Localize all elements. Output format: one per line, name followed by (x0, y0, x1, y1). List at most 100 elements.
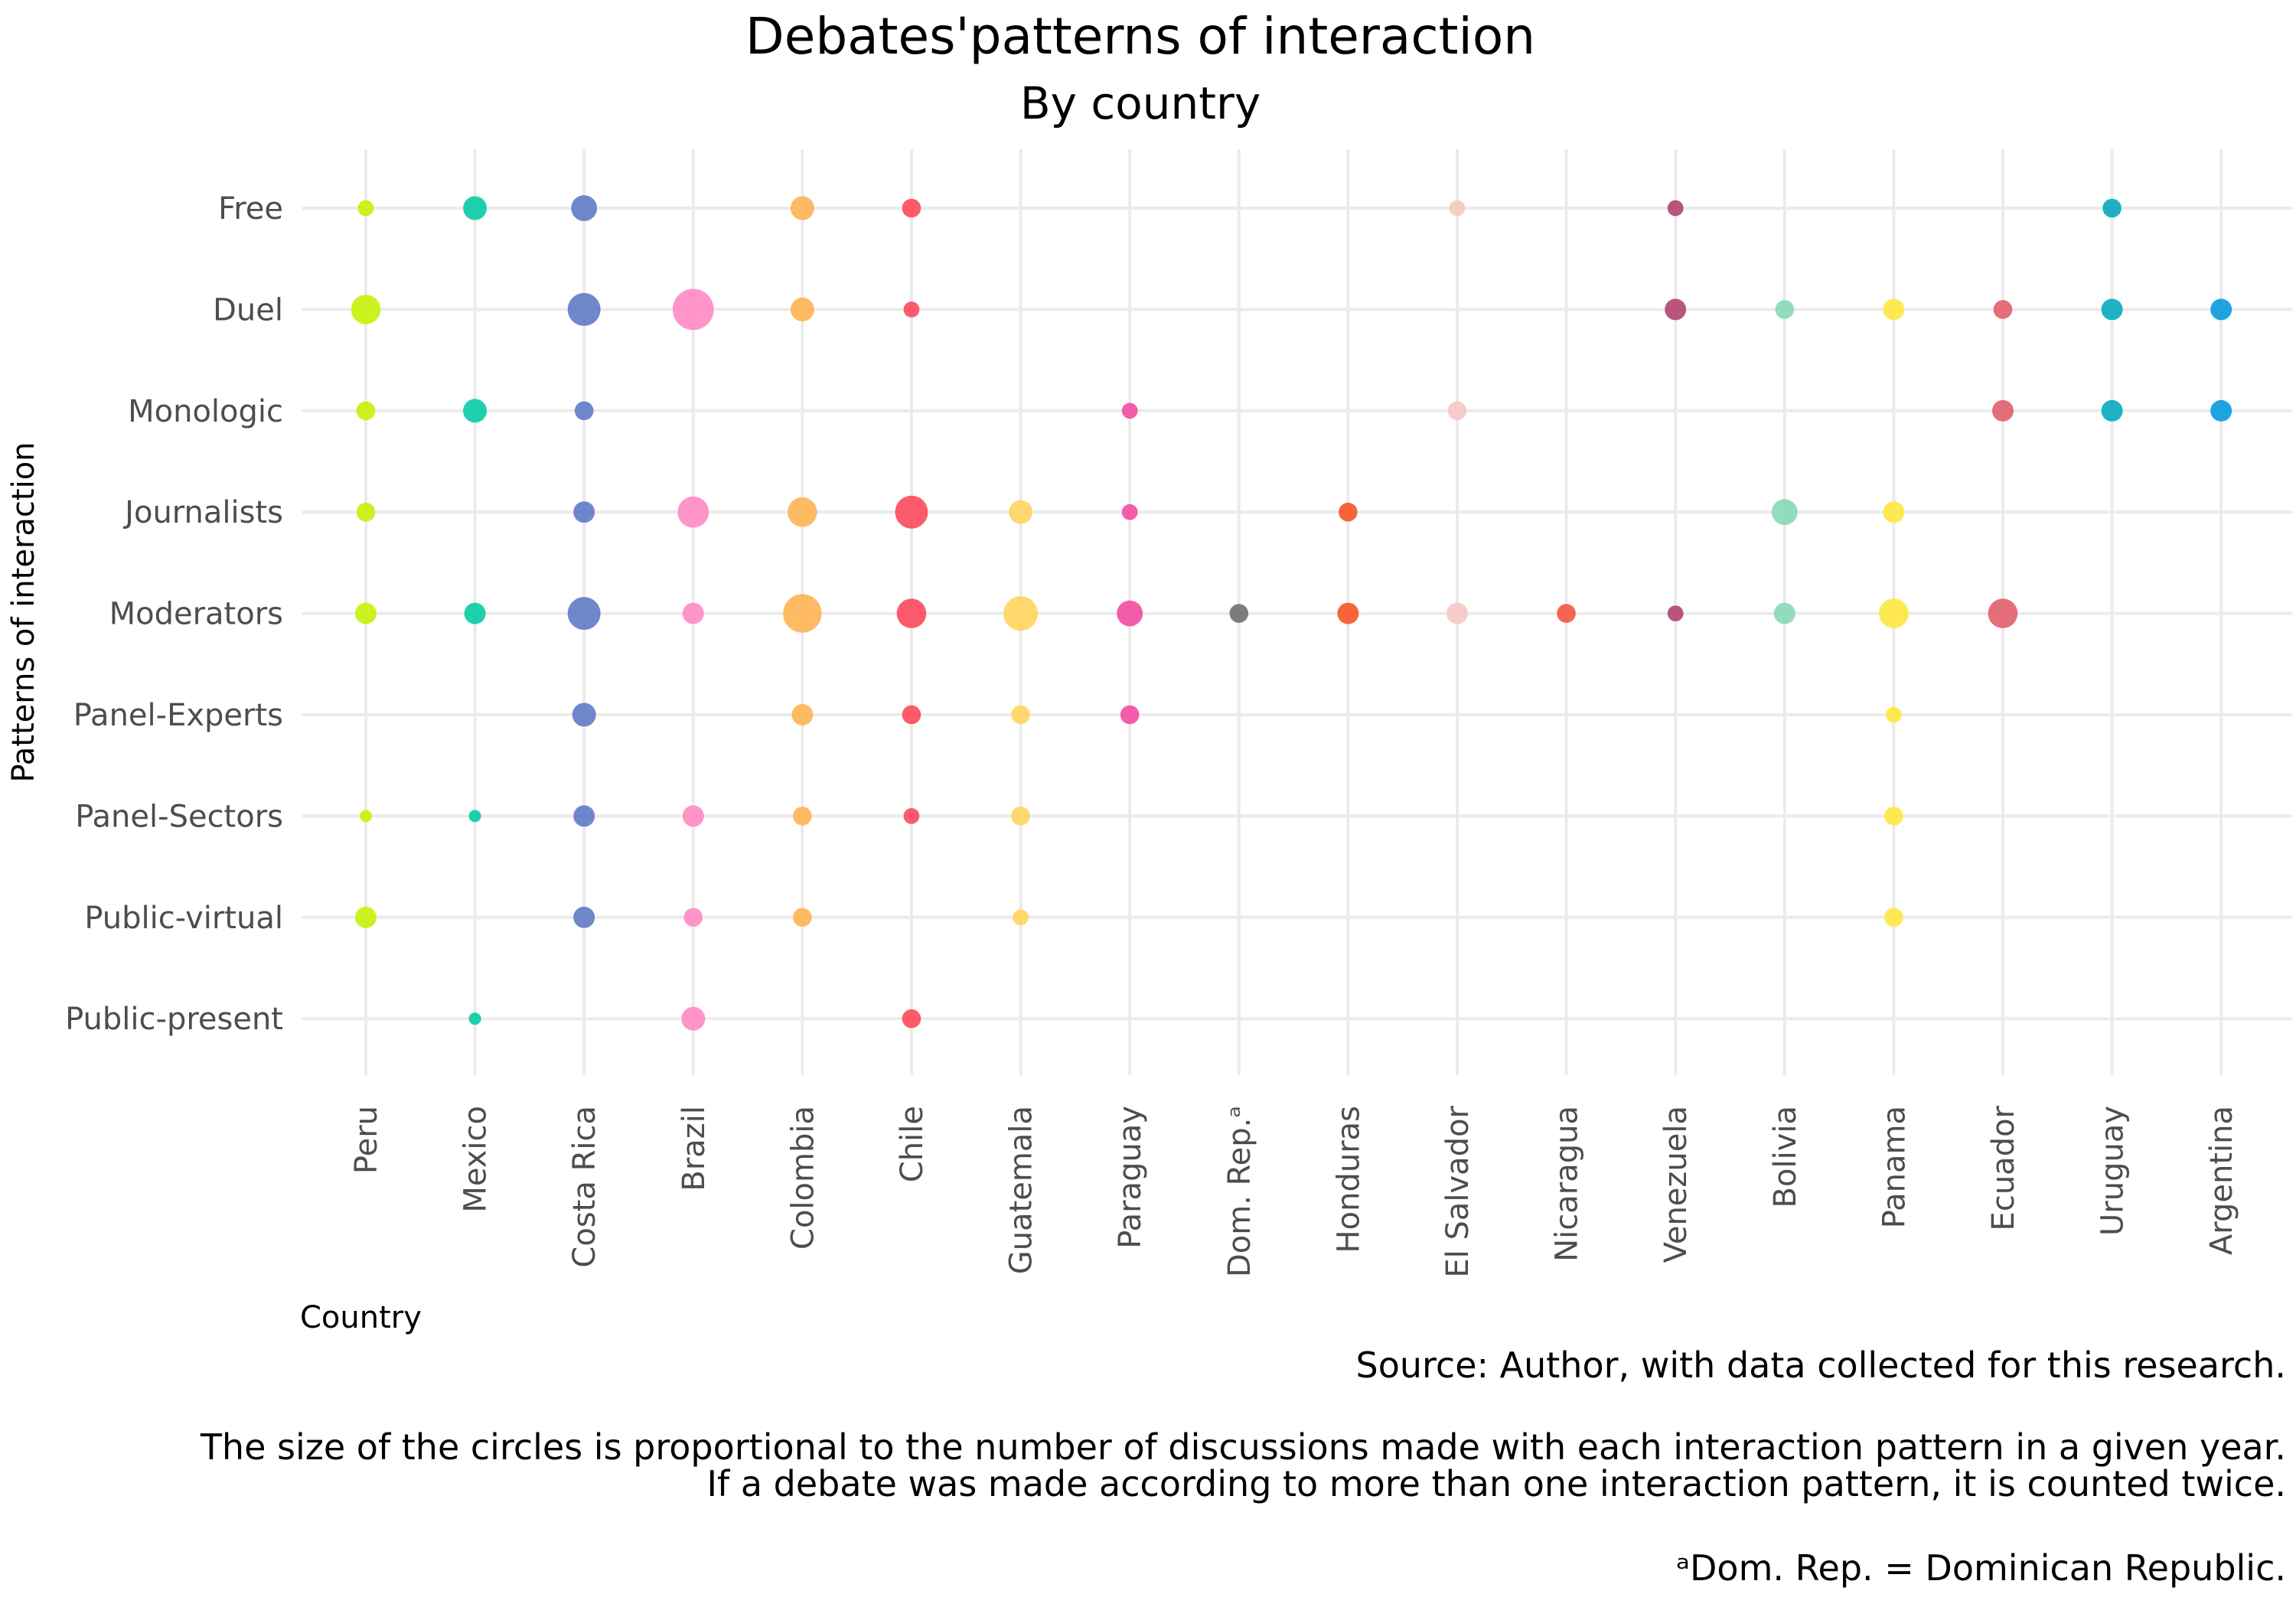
data-point (1449, 200, 1466, 217)
y-tick-labels: Free Duel Monologic Journalists Moderators Pa… (65, 191, 283, 1037)
data-point (1013, 909, 1029, 926)
x-tick-label: Dom. Rep.ᵃ (1222, 1106, 1257, 1277)
data-point (1884, 807, 1903, 826)
data-point (793, 908, 812, 927)
data-point (567, 292, 601, 326)
x-axis-title: Country (300, 1300, 422, 1335)
data-point (468, 1012, 481, 1025)
caption-line: Source: Author, with data collected for … (1356, 1345, 2286, 1386)
data-point (788, 497, 817, 527)
data-point (356, 401, 376, 421)
data-point (355, 906, 377, 928)
x-tick-label: Peru (349, 1106, 384, 1174)
data-point (903, 302, 920, 318)
x-tick-label: Paraguay (1113, 1106, 1148, 1249)
data-point (790, 297, 814, 321)
data-point (1771, 499, 1798, 526)
data-point (681, 1006, 706, 1031)
chart-subtitle: By country (1020, 77, 1261, 129)
x-tick-label: El Salvador (1440, 1105, 1476, 1277)
data-point (2210, 298, 2232, 321)
data-point (1229, 604, 1249, 623)
data-point (1011, 807, 1030, 826)
data-point (1337, 602, 1359, 624)
x-tick-labels: Peru Mexico Costa Rica Brazil Colombia Chile G… (349, 1105, 2239, 1277)
data-point (793, 807, 812, 826)
data-point (463, 399, 488, 423)
data-point (677, 496, 709, 528)
data-point (567, 597, 601, 631)
data-point (468, 810, 481, 823)
data-point (1446, 602, 1468, 624)
data-point (573, 805, 595, 827)
data-point (2101, 399, 2123, 422)
x-tick-label: Guatemala (1004, 1106, 1039, 1274)
data-point (574, 401, 594, 421)
data-point (1883, 298, 1905, 321)
caption: Source: Author, with data collected for … (200, 1345, 2286, 1589)
data-point (1011, 705, 1030, 725)
data-point (1339, 502, 1358, 522)
data-point (1447, 401, 1467, 421)
x-tick-label: Bolivia (1768, 1106, 1803, 1208)
x-tick-label: Panama (1877, 1106, 1912, 1228)
x-tick-label: Mexico (458, 1106, 494, 1213)
data-point (1665, 298, 1687, 321)
chart-title: Debates'patterns of interaction (745, 7, 1535, 66)
data-point (1003, 596, 1039, 631)
data-point (1883, 501, 1905, 523)
data-point (357, 200, 374, 217)
data-point (682, 805, 704, 827)
caption-line: If a debate was made according to more t… (706, 1463, 2286, 1504)
data-point (360, 810, 372, 823)
x-tick-label: Colombia (785, 1106, 820, 1250)
x-tick-label: Venezuela (1658, 1106, 1694, 1263)
data-point (902, 198, 921, 218)
data-point (2102, 198, 2122, 218)
x-tick-label: Chile (895, 1106, 930, 1182)
data-point (1009, 500, 1033, 524)
data-point (1120, 705, 1140, 725)
data-points (351, 195, 2232, 1031)
data-point (1988, 598, 2018, 628)
data-point (351, 295, 381, 324)
data-point (1775, 300, 1795, 319)
data-point (573, 501, 595, 523)
y-tick-label: Monologic (128, 394, 283, 429)
data-point (790, 196, 814, 220)
x-tick-label: Nicaragua (1550, 1106, 1585, 1262)
data-point (1884, 908, 1903, 927)
y-tick-label: Public-present (65, 1002, 283, 1037)
data-point (572, 702, 596, 727)
data-point (896, 598, 927, 628)
data-point (902, 1009, 921, 1028)
data-point (2210, 399, 2232, 422)
data-point (895, 495, 928, 529)
caption-line: ᵃDom. Rep. = Dominican Republic. (1676, 1547, 2286, 1589)
y-tick-label: Public-virtual (84, 901, 283, 936)
x-tick-label: Honduras (1331, 1106, 1366, 1253)
data-point (1992, 399, 2014, 422)
x-tick-label: Costa Rica (567, 1106, 602, 1268)
data-point (464, 602, 486, 624)
data-point (783, 594, 822, 633)
data-point (791, 704, 814, 725)
data-point (1886, 706, 1902, 723)
x-tick-label: Uruguay (2095, 1106, 2131, 1236)
data-point (355, 602, 377, 624)
data-point (1117, 600, 1143, 627)
data-point (1879, 598, 1909, 628)
y-axis-title: Patterns of interaction (6, 442, 41, 782)
y-tick-label: Panel-Experts (73, 698, 283, 733)
y-tick-label: Moderators (109, 597, 283, 632)
y-tick-label: Free (218, 191, 283, 227)
data-point (902, 705, 921, 725)
data-point (682, 602, 704, 624)
y-tick-label: Journalists (122, 495, 283, 530)
x-tick-label: Ecuador (1986, 1105, 2021, 1231)
data-point (1557, 604, 1576, 623)
y-tick-label: Panel-Sectors (75, 799, 283, 834)
data-point (1667, 605, 1684, 621)
data-point (1667, 200, 1684, 217)
